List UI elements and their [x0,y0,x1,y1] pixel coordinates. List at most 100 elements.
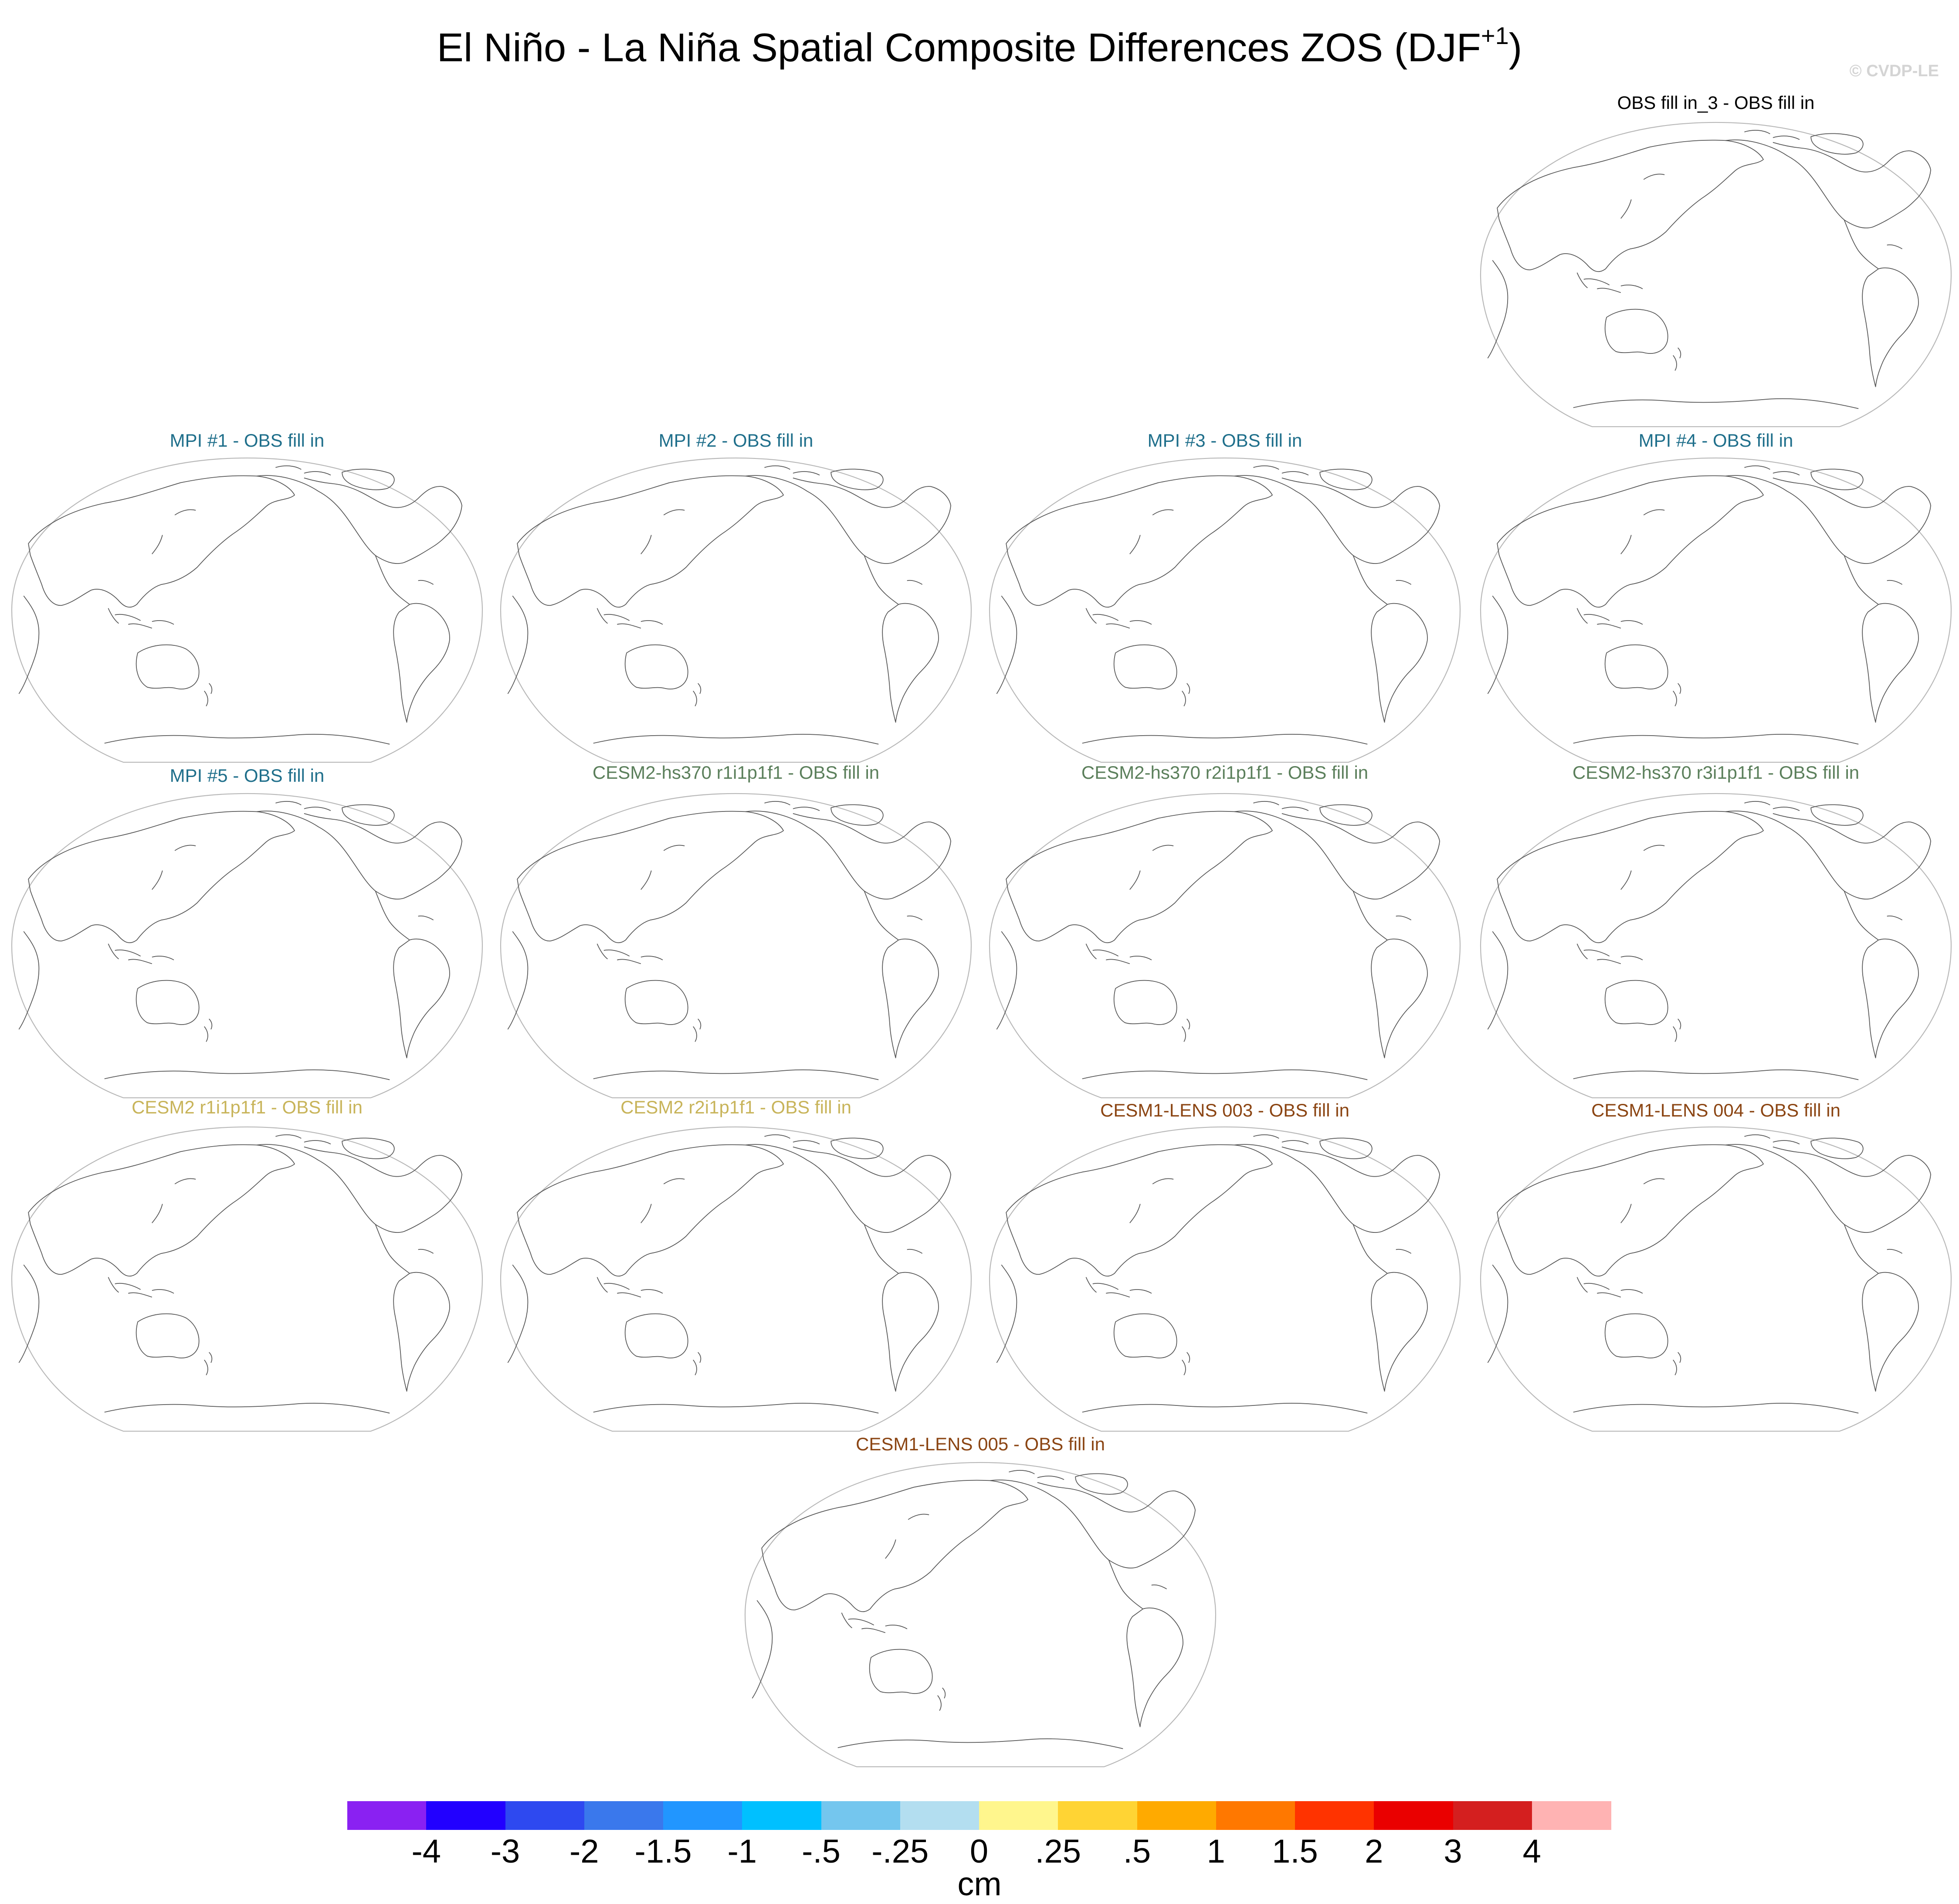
coastline [342,468,395,490]
map-outline [989,793,1461,1099]
coastline [764,465,790,470]
coastline [517,475,784,608]
coastline [793,1140,820,1144]
colorbar-tick-label: -1.5 [634,1833,692,1870]
coastline [108,1277,119,1293]
colorbar-swatch [742,1801,821,1830]
world-map [989,1126,1461,1432]
coastline [18,595,40,694]
coastline [1129,1204,1141,1223]
coastline [1129,1289,1152,1294]
coastline [1371,938,1428,1059]
coastline [693,1026,697,1042]
coastline [204,1359,208,1375]
coastline [1352,555,1388,605]
coastline [698,1352,702,1363]
coastline [174,1178,196,1184]
map-outline [11,457,483,763]
coastline [1186,1018,1190,1030]
coastline [937,1695,942,1711]
coastline [885,1625,908,1629]
map-outline [500,1126,972,1432]
coastline [104,733,390,745]
world-map [1480,122,1952,428]
coastline [28,475,295,608]
coastline [18,1264,40,1363]
coastline [1037,1476,1064,1480]
coastline [128,1292,153,1298]
coastline [342,804,395,826]
world-map [744,1462,1217,1768]
coastline [1186,1352,1190,1363]
coastline [864,555,899,605]
coastline [745,1144,951,1233]
coastline [1113,1313,1177,1358]
coastline [1129,535,1141,554]
coastline [603,614,630,621]
coastline [342,1137,395,1159]
coastline [641,620,663,625]
world-map [1480,1126,1952,1432]
coastline [830,1137,884,1159]
coastline [1092,614,1119,621]
coastline [996,595,1017,694]
coastline [1497,1144,1764,1277]
map-outline [11,1126,483,1432]
coastline [375,555,410,605]
coastline [1573,398,1859,409]
coastline [1725,1144,1931,1233]
coastline [1887,915,1903,920]
coastline [1725,811,1931,899]
coastline [1234,475,1440,564]
world-map [989,457,1461,763]
coastline [1075,1473,1128,1495]
coastline [624,980,688,1025]
coastline [1487,931,1508,1030]
coastline [764,801,790,805]
coastline [1643,1178,1665,1184]
coastline [1129,620,1152,625]
coastline [152,1204,163,1223]
coastline [1576,608,1588,624]
coastline [1253,465,1279,470]
coastline [830,804,884,826]
colorbar-tick-label: 0 [969,1833,989,1870]
coastline [1108,1560,1143,1609]
title-close: ) [1508,25,1522,70]
coastline [1082,1402,1368,1414]
coastline [174,509,196,516]
coastline [1673,690,1677,706]
coastline [507,595,529,694]
map-outline [744,1462,1217,1768]
colorbar-tick-label: 1 [1207,1833,1225,1870]
coastline [663,1178,685,1184]
coastline [593,733,879,745]
coastline [882,1272,939,1392]
coastline [624,1313,688,1358]
colorbar-swatch [900,1801,980,1830]
coastline [693,690,697,706]
coastline [1744,130,1770,134]
panel-title: MPI #4 - OBS fill in [1638,430,1793,451]
coastline [1604,309,1668,354]
coastline [1862,938,1919,1059]
coastline [641,870,652,890]
coastline [1620,1289,1643,1294]
coastline [275,1134,302,1139]
coastline [1573,1069,1859,1080]
colorbar-swatch [821,1801,901,1830]
coastline [1129,870,1141,890]
coastline [1352,891,1388,940]
coastline [752,1600,773,1699]
coastline [1678,683,1681,694]
colorbar-tick-label: .25 [1035,1833,1081,1870]
coastline [1583,949,1610,957]
coastline [1810,468,1864,490]
coastline [593,1069,879,1080]
coastline [393,603,450,723]
coastline [864,891,899,940]
coastline [204,1026,208,1042]
coastline [882,938,939,1059]
coastline [507,931,529,1030]
coastline [256,811,462,899]
